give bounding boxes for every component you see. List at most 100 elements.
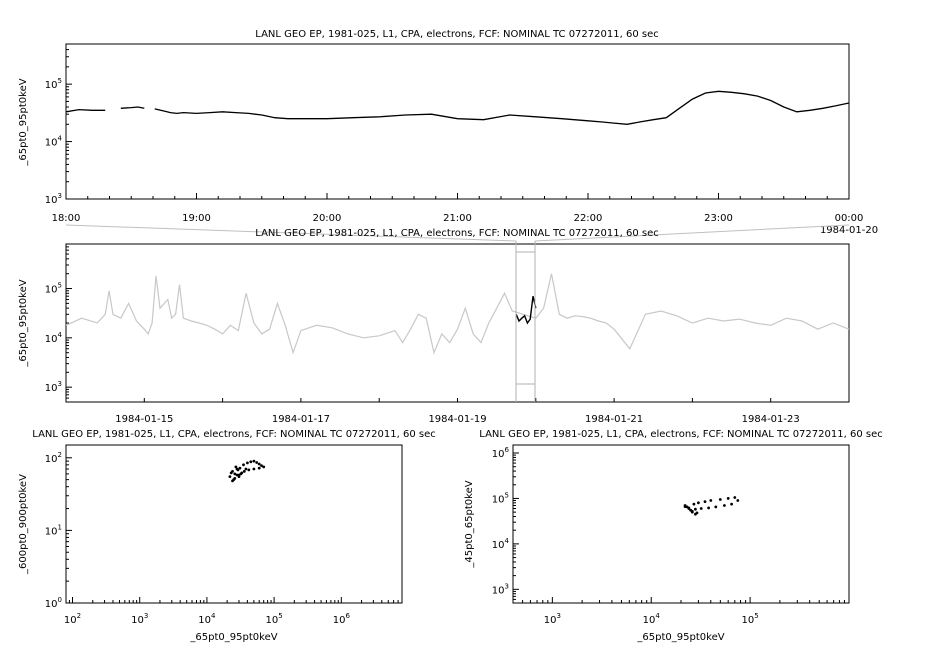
bottom-right-scatter-point — [699, 507, 703, 510]
zoom-connector — [65, 224, 850, 242]
bottom-right-y-tick-label: 103 — [492, 582, 509, 596]
bottom-right-scatter-point — [709, 499, 713, 502]
bottom-right-scatter-point — [726, 497, 730, 500]
bottom-left-x-axis: 102 103 104 105 106 — [64, 597, 403, 626]
bottom-left-scatter-point — [247, 468, 251, 472]
top-y-tick-label: 104 — [45, 135, 63, 149]
bottom-right-x-tick-label: 104 — [643, 612, 661, 626]
bottom-left-scatter-point — [240, 471, 244, 475]
middle-x-tick-label: 1984-01-17 — [272, 414, 330, 425]
bottom-left-scatter-point — [257, 462, 261, 466]
middle-panel-title: LANL GEO EP, 1981-025, L1, CPA, electron… — [255, 228, 658, 239]
bottom-left-scatter-point — [236, 468, 240, 472]
bottom-left-scatter-point — [242, 470, 246, 473]
bottom-right-x-axis-label: _65pt0_95pt0keV — [636, 632, 724, 643]
bottom-left-scatter-point — [252, 467, 256, 471]
bottom-left-scatter-point — [234, 465, 238, 469]
bottom-left-scatter-point — [257, 466, 261, 470]
bottom-right-scatter-point — [697, 501, 700, 505]
bottom-left-scatter-point — [244, 467, 248, 471]
bottom-left-scatter-point — [231, 479, 234, 483]
middle-x-tick-label: 1984-01-21 — [585, 414, 643, 425]
top-y-axis: 103 104 105 — [45, 43, 72, 206]
middle-y-axis-label: _65pt0_95pt0keV — [18, 279, 29, 367]
middle-x-tick-label: 1984-01-15 — [115, 414, 173, 425]
bottom-right-scatter-point — [703, 500, 707, 503]
top-x-tick-label: 21:00 — [443, 213, 472, 224]
bottom-left-scatter-point — [233, 477, 237, 480]
bottom-right-scatter-point — [723, 504, 726, 507]
bottom-left-scatter-point — [252, 459, 256, 463]
middle-x-tick-label: 1984-01-23 — [742, 414, 800, 425]
bottom-left-scatter-point — [235, 473, 239, 477]
bottom-left-x-tick-label: 103 — [131, 612, 148, 626]
bottom-left-scatter-point — [246, 461, 249, 465]
bottom-right-scatter-point — [687, 506, 691, 510]
middle-y-tick-label: 103 — [45, 380, 62, 394]
bottom-right-scatter-point — [694, 507, 697, 511]
top-x-tick-label: 18:00 — [52, 213, 81, 224]
bottom-right-x-tick-label: 105 — [742, 612, 759, 626]
top-series-line — [65, 90, 850, 125]
bottom-left-y-tick-label: 100 — [45, 596, 62, 610]
top-x-tick-label: 22:00 — [574, 213, 603, 224]
bottom-right-scatter-point — [714, 505, 718, 509]
bottom-right-y-axis: 103 104 105 106 — [492, 446, 519, 604]
bottom-left-scatter-point — [249, 460, 253, 464]
bottom-right-scatter-point — [692, 502, 696, 506]
bottom-left-scatter-point — [237, 475, 241, 478]
top-series-path — [65, 90, 850, 125]
bottom-left-panel: LANL GEO EP, 1981-025, L1, CPA, electron… — [18, 429, 436, 643]
bottom-right-scatter-point — [718, 498, 722, 501]
top-x-tick-label: 20:00 — [313, 213, 342, 224]
bottom-right-y-tick-label: 106 — [492, 446, 510, 460]
bottom-left-y-axis-label: _600pt0_900pt0keV — [18, 474, 29, 575]
middle-x-tick-label: 1984-01-19 — [428, 414, 486, 425]
bottom-right-scatter — [683, 496, 740, 516]
bottom-left-scatter-point — [229, 471, 233, 475]
bottom-right-panel-title: LANL GEO EP, 1981-025, L1, CPA, electron… — [479, 429, 882, 440]
middle-x-axis: 1984-01-15 1984-01-17 1984-01-19 1984-01-21… — [65, 398, 850, 425]
bottom-right-scatter-point — [730, 502, 733, 506]
top-x-tick-label: 00:00 — [835, 213, 864, 224]
middle-series-path — [65, 273, 850, 355]
bottom-left-scatter-point — [242, 463, 245, 467]
top-x-tick-date: 1984-01-20 — [820, 225, 878, 236]
zoom-connector-left — [65, 224, 517, 242]
bottom-left-x-tick-label: 106 — [333, 612, 351, 626]
middle-highlight-path — [515, 296, 537, 325]
top-y-tick-label: 103 — [45, 192, 62, 206]
bottom-right-y-axis-label: _45pt0_65pt0keV — [464, 480, 475, 568]
bottom-left-x-tick-label: 105 — [266, 612, 283, 626]
bottom-left-panel-frame — [65, 444, 403, 604]
bottom-left-y-axis: 100 101 102 — [45, 451, 72, 610]
bottom-right-y-tick-label: 104 — [492, 537, 510, 551]
bottom-left-y-tick-label: 101 — [45, 523, 62, 537]
bottom-left-x-tick-label: 104 — [198, 612, 216, 626]
bottom-right-scatter-point — [736, 499, 740, 502]
bottom-right-x-tick-label: 103 — [544, 612, 561, 626]
bottom-right-scatter-point — [695, 511, 699, 515]
bottom-left-scatter-point — [255, 461, 259, 464]
top-panel-title: LANL GEO EP, 1981-025, L1, CPA, electron… — [255, 29, 658, 40]
bottom-right-scatter-point — [707, 506, 710, 510]
middle-y-tick-label: 104 — [45, 331, 63, 345]
middle-series-line — [65, 273, 850, 355]
bottom-right-panel-frame — [512, 444, 850, 604]
top-x-tick-label: 19:00 — [182, 213, 211, 224]
middle-panel-frame — [65, 243, 850, 403]
bottom-left-scatter-point — [228, 475, 232, 478]
bottom-left-x-tick-label: 102 — [64, 612, 81, 626]
bottom-left-panel-title: LANL GEO EP, 1981-025, L1, CPA, electron… — [32, 429, 435, 440]
bottom-right-scatter-point — [683, 505, 687, 508]
top-x-axis: 18:00 19:00 20:00 21:00 22:00 23:00 00:00 — [52, 193, 864, 224]
bottom-left-scatter-point — [238, 466, 242, 470]
zoom-connector-right — [534, 224, 850, 242]
top-panel-frame — [65, 43, 850, 200]
bottom-right-scatter-point — [690, 509, 694, 513]
bottom-right-x-axis: 103 104 105 — [512, 597, 850, 626]
top-x-tick-label: 23:00 — [704, 213, 733, 224]
top-y-tick-label: 105 — [45, 77, 62, 91]
middle-y-axis: 103 104 105 — [45, 243, 72, 403]
